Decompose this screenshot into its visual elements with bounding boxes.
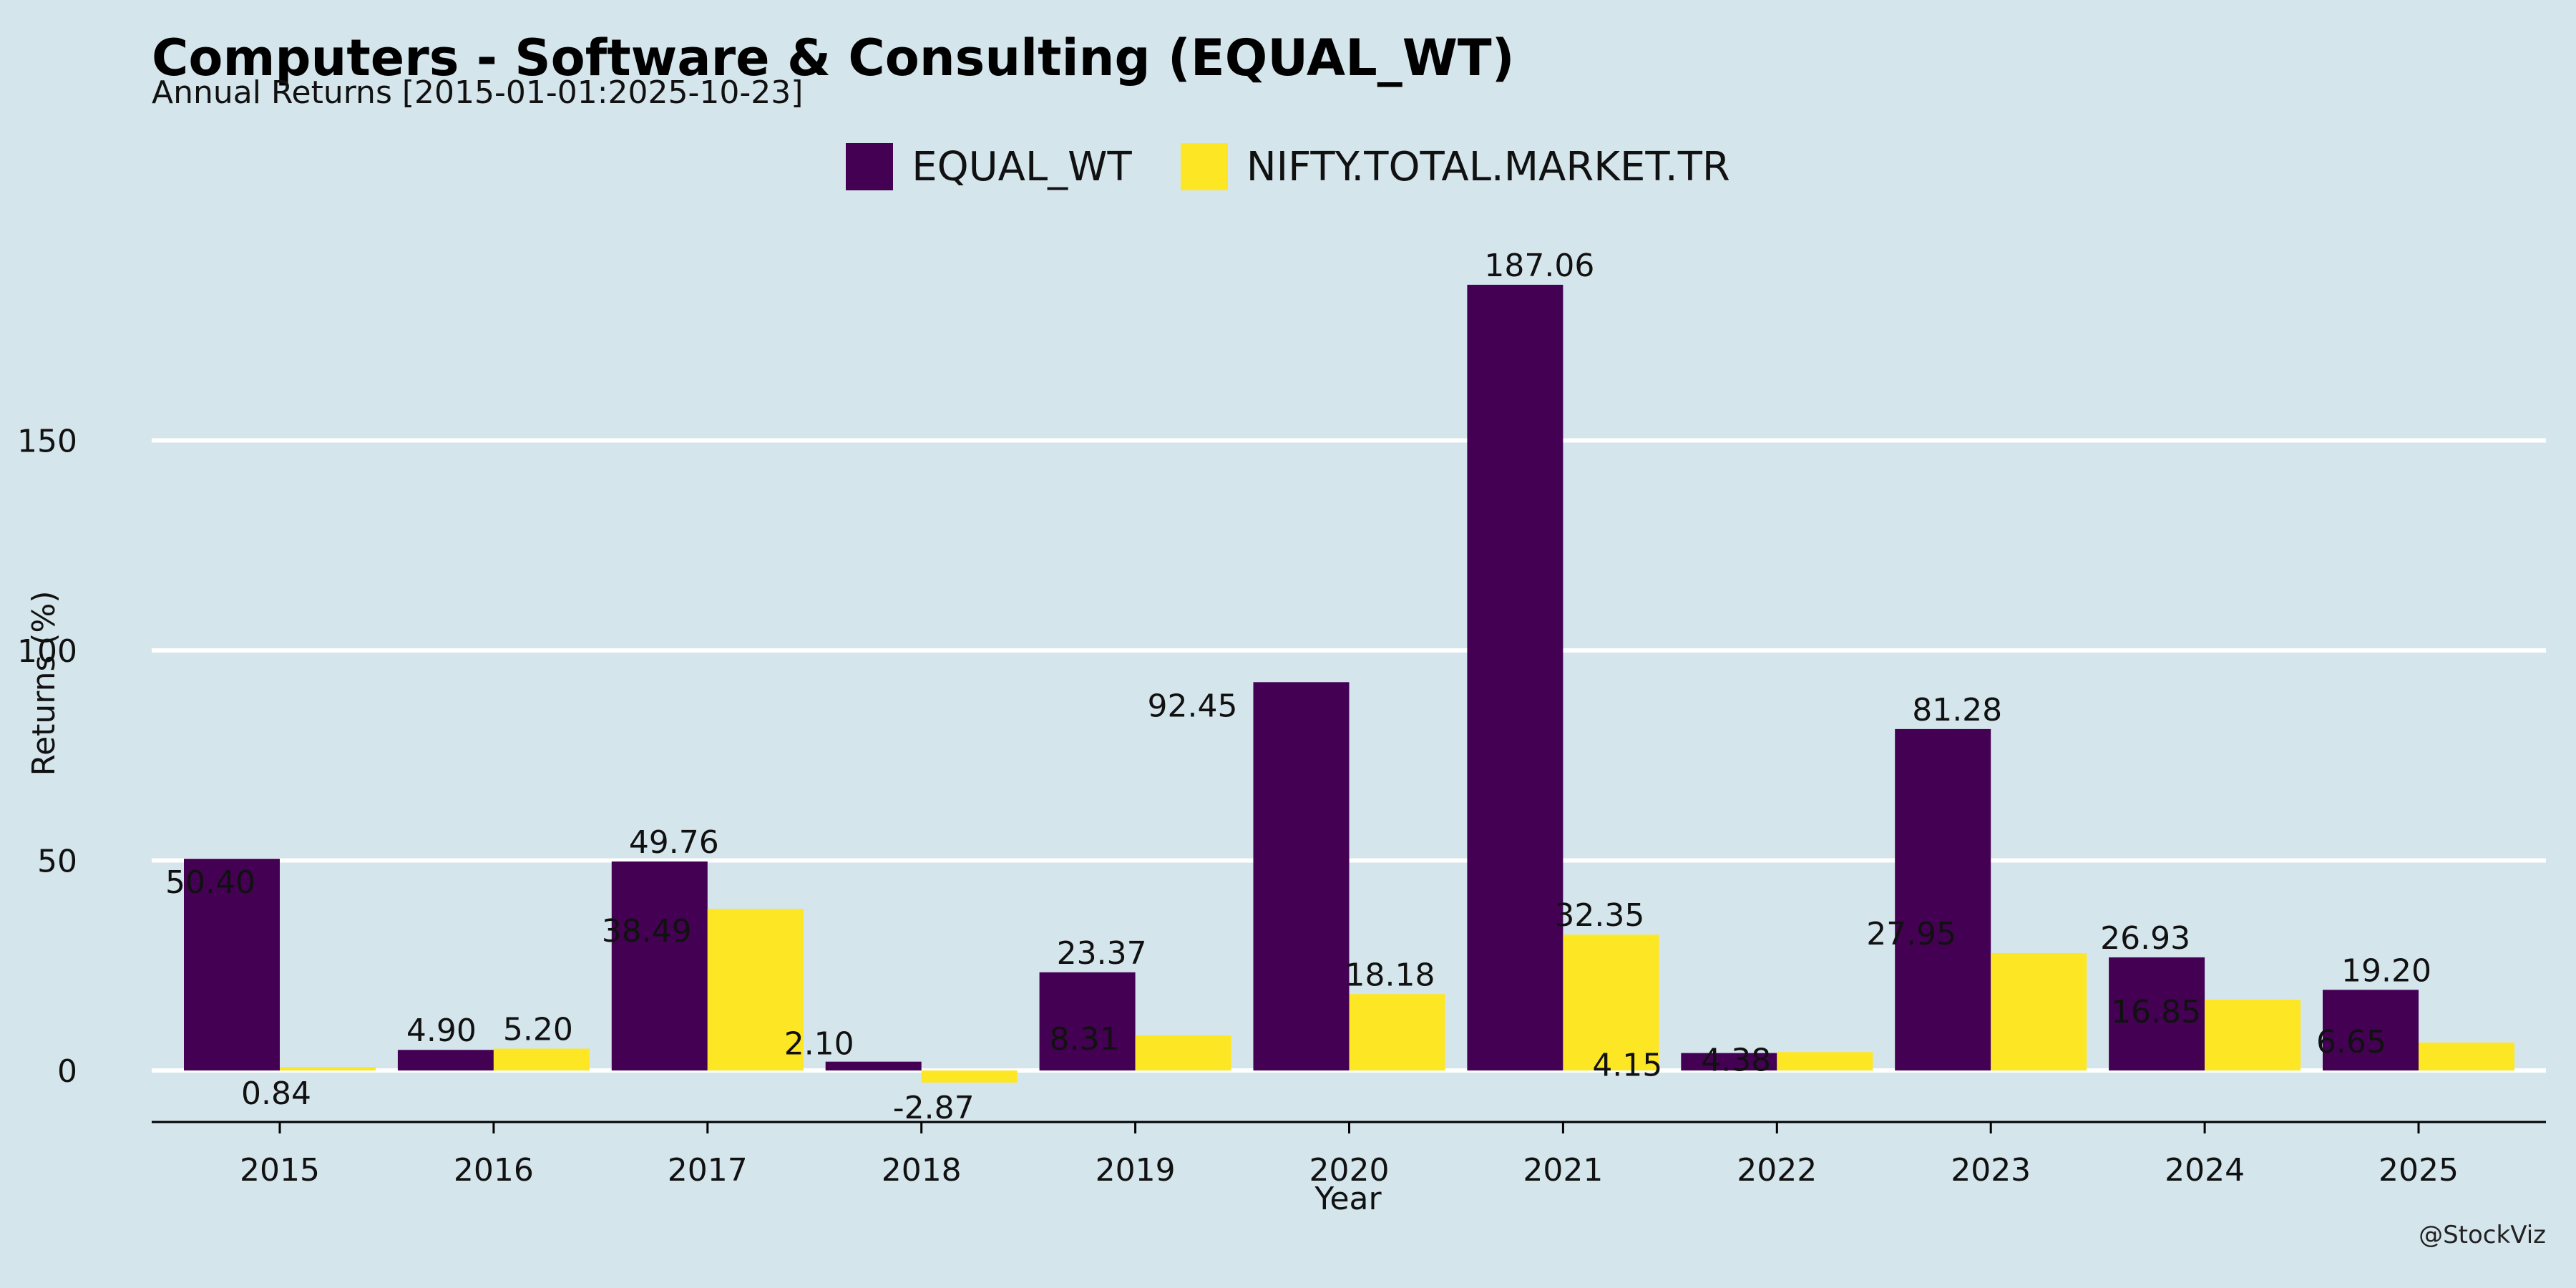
bar-nifty — [1991, 952, 2087, 1070]
x-tick-label: 2020 — [1309, 1152, 1390, 1189]
bar-equal-wt — [1895, 728, 1991, 1070]
data-label-equal-wt: 49.76 — [629, 824, 719, 861]
y-axis-label: Returns (%) — [26, 590, 62, 776]
axis-layer: 0 50 100 150 2015 2016 2017 2018 2019 2020 2021 202… — [17, 424, 2546, 1189]
data-label-nifty: 38.49 — [602, 913, 692, 950]
data-label-nifty: 32.35 — [1554, 897, 1644, 934]
legend-label-equal-wt: EQUAL_WT — [912, 143, 1132, 190]
bar-equal-wt — [397, 1050, 494, 1070]
data-label-equal-wt: 81.28 — [1912, 692, 2002, 728]
data-label-nifty: 27.95 — [1866, 916, 1956, 952]
y-tick-label: 0 — [57, 1053, 77, 1090]
data-label-nifty: 16.85 — [2111, 994, 2201, 1030]
data-label-equal-wt: 4.15 — [1592, 1048, 1662, 1084]
data-label-nifty: 8.31 — [1050, 1021, 1120, 1058]
data-label-equal-wt: 23.37 — [1057, 935, 1147, 972]
data-label-nifty: -2.87 — [893, 1090, 975, 1126]
bar-nifty — [493, 1048, 590, 1070]
bar-equal-wt — [1681, 1053, 1777, 1070]
bar-equal-wt — [2323, 990, 2419, 1070]
data-label-nifty: 5.20 — [503, 1011, 573, 1048]
x-tick-label: 2022 — [1737, 1152, 1817, 1189]
x-tick-label: 2021 — [1523, 1152, 1603, 1189]
data-label-nifty: 0.84 — [241, 1075, 311, 1112]
bar-nifty — [2419, 1042, 2514, 1070]
x-tick-label: 2023 — [1951, 1152, 2031, 1189]
legend: EQUAL_WT NIFTY.TOTAL.MARKET.TR — [0, 143, 2576, 190]
bar-nifty — [1135, 1035, 1231, 1070]
y-tick-label: 50 — [37, 844, 77, 880]
y-tick-label: 100 — [17, 633, 77, 670]
legend-label-nifty: NIFTY.TOTAL.MARKET.TR — [1246, 143, 1730, 190]
data-label-equal-wt: 2.10 — [784, 1026, 854, 1063]
x-tick-label: 2025 — [2379, 1152, 2459, 1189]
credit-watermark: @StockViz — [2419, 1221, 2546, 1249]
bar-nifty — [2205, 1000, 2301, 1070]
legend-item-nifty: NIFTY.TOTAL.MARKET.TR — [1180, 143, 1730, 190]
bar-layer — [184, 284, 2514, 1083]
y-tick-label: 150 — [17, 424, 77, 460]
x-tick-label: 2018 — [882, 1152, 962, 1189]
bar-nifty — [1349, 994, 1445, 1070]
data-label-nifty: 6.65 — [2316, 1024, 2386, 1060]
bar-equal-wt — [1253, 682, 1350, 1070]
bar-nifty — [1777, 1052, 1873, 1070]
data-label-equal-wt: 26.93 — [2100, 920, 2190, 957]
bar-equal-wt — [1039, 972, 1136, 1070]
data-label-equal-wt: 19.20 — [2341, 952, 2431, 989]
chart-subtitle: Annual Returns [2015-01-01:2025-10-23] — [152, 74, 804, 111]
x-tick-label: 2024 — [2165, 1152, 2245, 1189]
x-tick-label: 2015 — [240, 1152, 320, 1189]
legend-swatch-nifty — [1180, 143, 1228, 190]
bar-equal-wt — [2109, 957, 2205, 1070]
data-label-equal-wt: 92.45 — [1148, 688, 1238, 724]
data-label-nifty: 18.18 — [1345, 957, 1435, 993]
chart-title: Computers - Software & Consulting (EQUAL… — [152, 29, 1515, 87]
bar-nifty — [1563, 935, 1659, 1070]
bar-nifty — [707, 909, 804, 1070]
legend-swatch-equal-wt — [846, 143, 894, 190]
bar-nifty — [280, 1067, 376, 1070]
x-tick-label: 2019 — [1096, 1152, 1176, 1189]
data-label-equal-wt: 187.06 — [1484, 248, 1594, 284]
legend-item-equal-wt: EQUAL_WT — [846, 143, 1132, 190]
x-tick-label: 2017 — [668, 1152, 748, 1189]
data-label-equal-wt: 4.90 — [406, 1013, 477, 1049]
x-tick-label: 2016 — [454, 1152, 534, 1189]
x-axis-label: Year — [1314, 1181, 1382, 1217]
bar-equal-wt — [825, 1061, 922, 1070]
bar-equal-wt — [611, 861, 708, 1070]
bar-equal-wt — [1467, 284, 1563, 1071]
data-label-layer: 50.40 0.84 4.90 5.20 49.76 38.49 2.10 -2.87 23.3… — [165, 248, 2431, 1126]
bar-nifty — [921, 1070, 1018, 1083]
bar-equal-wt — [184, 859, 280, 1070]
data-label-equal-wt: 50.40 — [165, 864, 255, 901]
data-label-nifty: 4.38 — [1701, 1042, 1771, 1078]
